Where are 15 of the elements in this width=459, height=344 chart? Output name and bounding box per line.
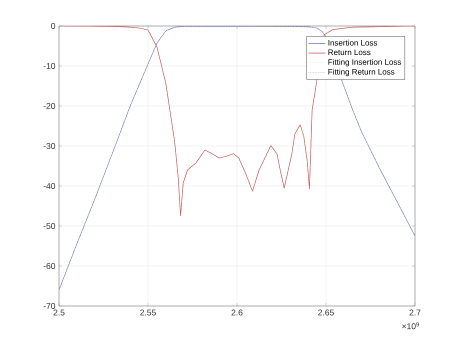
line-series [59, 26, 416, 216]
y-tick-label: -40 [44, 183, 56, 189]
y-tick-label: -60 [44, 263, 56, 269]
y-tick-label: -20 [44, 103, 56, 109]
y-tick-label: 0 [51, 23, 56, 29]
text: ×10$^{9}$ [402, 322, 420, 330]
x-tick-label: 2.65 [318, 310, 334, 316]
x-tick-label: 2.6 [232, 310, 243, 316]
x-tick-label: 2.55 [140, 310, 156, 316]
y-tick-label: -50 [44, 223, 56, 229]
x-tick-label: 2.5 [54, 310, 65, 316]
x-tick-label: 2.7 [410, 310, 420, 316]
y-tick-label: -70 [44, 303, 56, 309]
y-tick-label: -30 [44, 143, 56, 149]
y-tick-label: -10 [44, 63, 56, 69]
